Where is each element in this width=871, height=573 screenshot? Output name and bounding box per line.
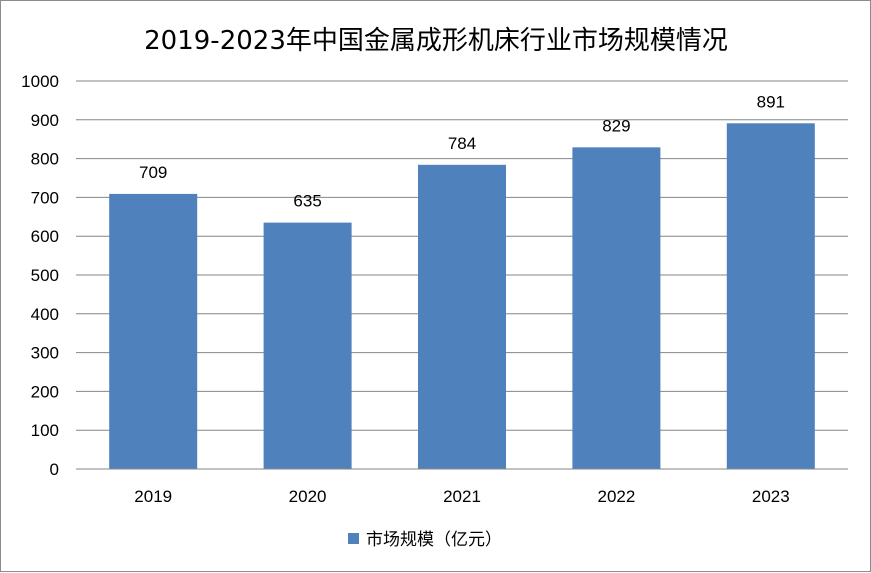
bars [109,123,815,470]
y-tick-label: 1000 [21,72,59,91]
x-tick-label-2021: 2021 [443,487,481,506]
bar-2022 [572,147,661,469]
bar-2023 [726,123,815,470]
bar-2021 [417,164,507,470]
data-labels: 709 635 784 829 891 [139,92,785,210]
bar-2020 [263,222,352,469]
legend: 市场规模（亿元） [348,530,502,550]
y-tick-label: 800 [31,150,59,169]
y-tick-label: 200 [31,382,59,401]
x-tick-label-2019: 2019 [134,487,172,506]
x-axis-ticks: 2019 2020 2021 2022 2023 [134,487,789,506]
y-axis-ticks: 0 100 200 300 400 500 600 700 800 900 1000 [21,72,59,479]
x-tick-label-2023: 2023 [752,487,790,506]
y-tick-label: 600 [31,227,59,246]
data-label-2023: 891 [757,92,785,111]
y-tick-label: 100 [31,421,59,440]
y-tick-label: 300 [31,344,59,363]
chart-title: 2019-2023年中国金属成形机床行业市场规模情况 [144,26,728,56]
data-label-2021: 784 [448,134,476,153]
legend-swatch [348,533,359,544]
x-tick-label-2020: 2020 [289,487,327,506]
bar-2019 [109,193,198,469]
y-tick-label: 900 [31,111,59,130]
y-tick-label: 0 [50,460,59,479]
y-tick-label: 700 [31,188,59,207]
y-tick-label: 500 [31,266,59,285]
y-tick-label: 400 [31,305,59,324]
data-label-2022: 829 [602,116,630,135]
data-label-2019: 709 [139,163,167,182]
x-tick-label-2022: 2022 [597,487,635,506]
legend-label: 市场规模（亿元） [366,530,502,550]
data-label-2020: 635 [293,192,321,211]
